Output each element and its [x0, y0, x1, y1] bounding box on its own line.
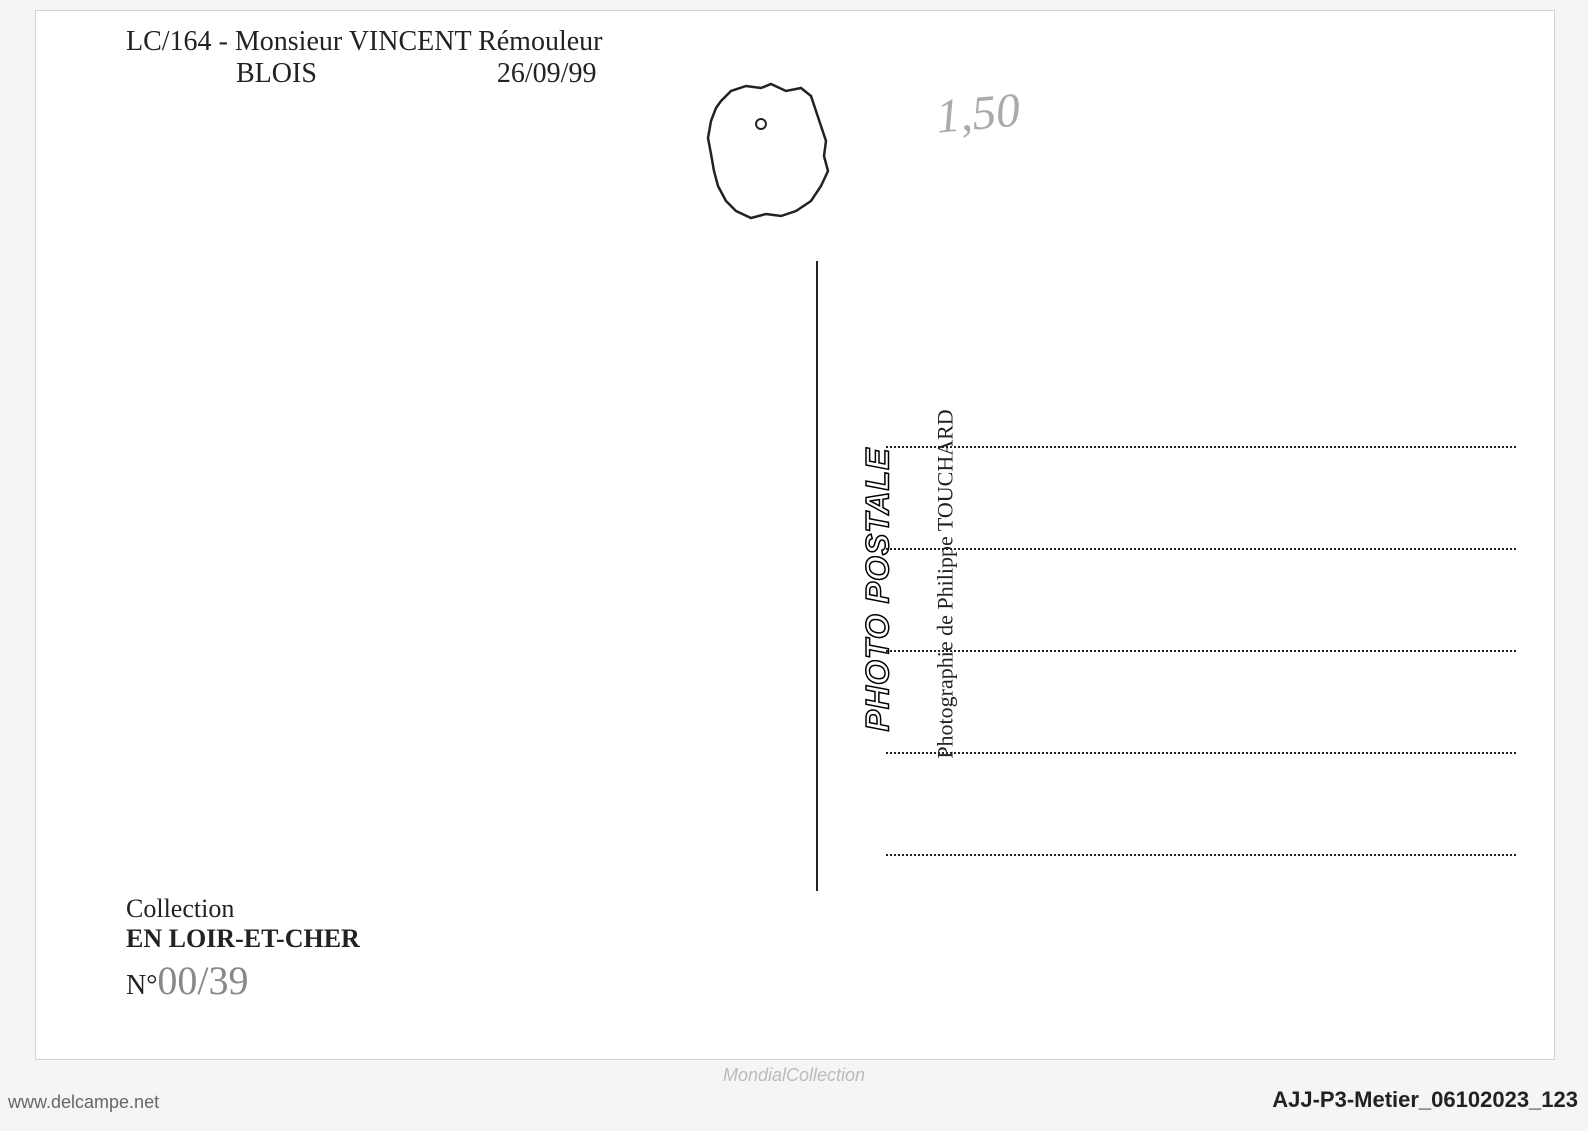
collection-block: Collection EN LOIR-ET-CHER	[126, 894, 360, 954]
collection-label: Collection	[126, 894, 360, 924]
watermark-left: www.delcampe.net	[8, 1092, 159, 1113]
postcard-back: LC/164 - Monsieur VINCENT Rémouleur BLOI…	[35, 10, 1555, 1060]
address-line	[886, 446, 1516, 448]
watermark-center: MondialCollection	[723, 1065, 865, 1086]
date: 26/09/99	[497, 58, 597, 90]
header-line-1: LC/164 - Monsieur VINCENT Rémouleur	[126, 26, 603, 58]
vertical-divider	[816, 261, 818, 891]
card-title: Monsieur VINCENT Rémouleur	[235, 26, 603, 57]
reference-code: LC/164	[126, 26, 212, 57]
header-block: LC/164 - Monsieur VINCENT Rémouleur BLOI…	[126, 26, 603, 90]
location: BLOIS	[236, 58, 317, 90]
address-line	[886, 650, 1516, 652]
address-line	[886, 854, 1516, 856]
address-line	[886, 752, 1516, 754]
separator: -	[219, 26, 235, 57]
address-line	[886, 548, 1516, 550]
france-map-icon	[676, 66, 856, 246]
address-area	[886, 446, 1516, 956]
handwritten-edition: 00/39	[157, 958, 248, 1003]
watermark-right: AJJ-P3-Metier_06102023_123	[1272, 1087, 1578, 1113]
number-prefix: N°	[126, 970, 157, 1001]
collection-name: EN LOIR-ET-CHER	[126, 924, 360, 954]
edition-number: N°00/39	[126, 957, 249, 1004]
handwritten-price: 1,50	[934, 82, 1022, 144]
header-line-2: BLOIS 26/09/99	[236, 58, 603, 90]
